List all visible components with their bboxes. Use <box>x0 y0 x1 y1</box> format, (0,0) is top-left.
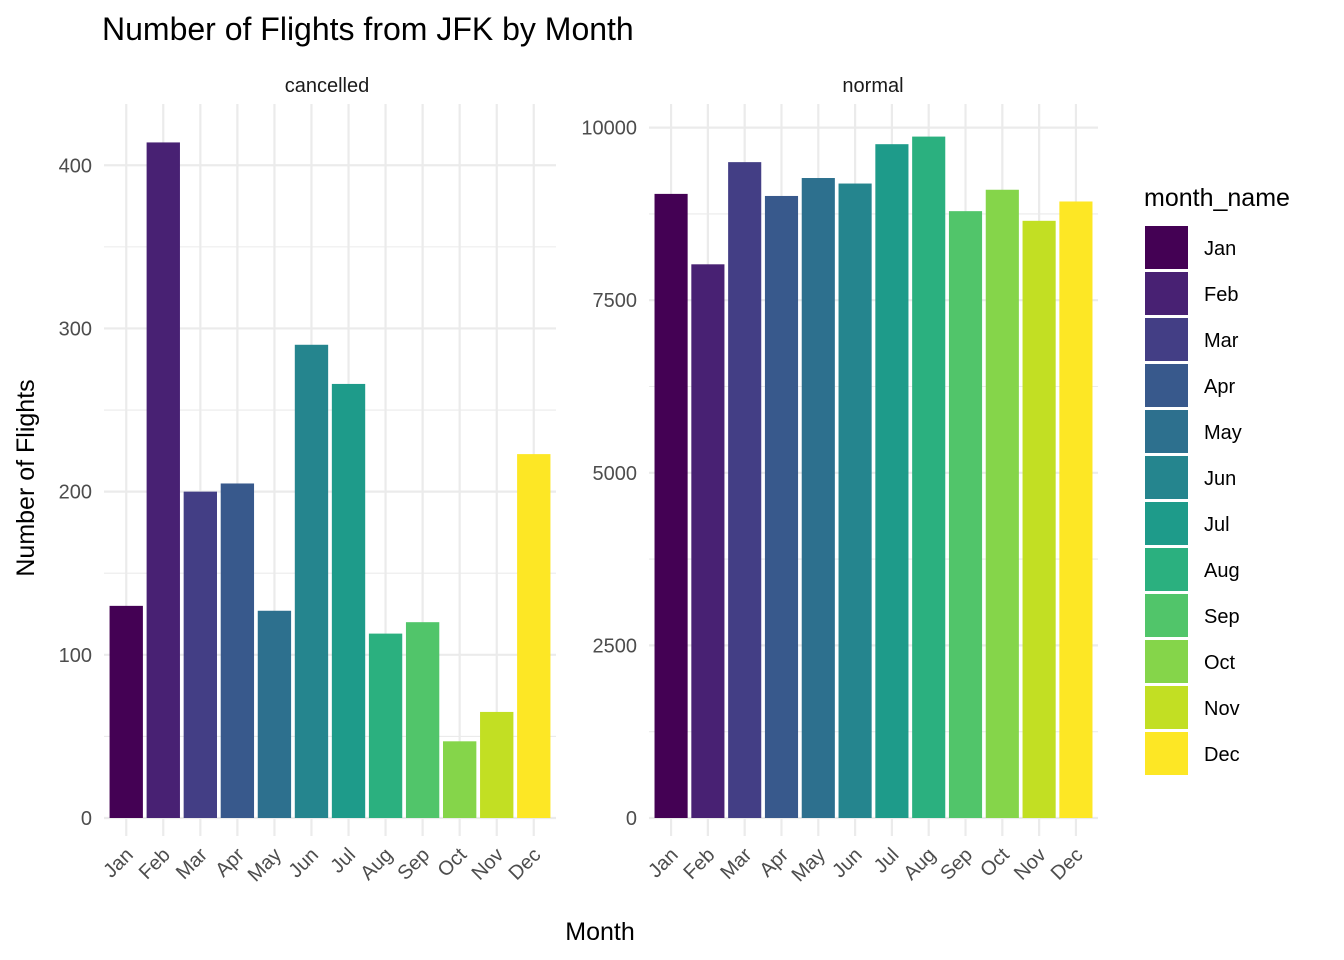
legend-key-oct <box>1145 640 1188 683</box>
bar-cancelled-jul <box>331 383 366 818</box>
y-axis-title: Number of Flights <box>12 379 40 576</box>
legend-key-jul <box>1145 502 1188 545</box>
legend-label-apr: Apr <box>1204 376 1235 398</box>
y-tick-label: 2500 <box>593 635 638 657</box>
x-tick-label: Feb <box>135 844 175 884</box>
legend-key-dec <box>1145 732 1188 775</box>
legend-label-aug: Aug <box>1204 560 1240 582</box>
facet-strip-cancelled: cancelled <box>285 75 370 97</box>
bar-normal-apr <box>764 195 799 819</box>
x-tick-label: Aug <box>900 844 941 885</box>
legend-label-oct: Oct <box>1204 652 1236 674</box>
bar-cancelled-jun <box>294 344 329 818</box>
bar-cancelled-dec <box>517 454 551 818</box>
x-tick-label: Apr <box>211 844 249 882</box>
legend-label-nov: Nov <box>1204 698 1240 720</box>
bar-cancelled-oct <box>443 741 477 818</box>
bar-normal-jun <box>838 183 872 818</box>
legend-label-feb: Feb <box>1204 284 1238 306</box>
bar-normal-jul <box>875 144 909 818</box>
x-tick-label: Feb <box>679 844 719 884</box>
bar-normal-sep <box>948 211 983 818</box>
bar-normal-dec <box>1059 201 1093 818</box>
x-tick-label: Aug <box>356 844 397 885</box>
y-tick-label: 7500 <box>593 290 638 312</box>
legend-label-sep: Sep <box>1204 606 1240 628</box>
bar-normal-jan <box>654 193 688 818</box>
x-tick-label: Jun <box>285 844 323 882</box>
legend: month_name Jan Feb Mar Apr May Jun Jul Aug Sep Oc… <box>1144 184 1290 775</box>
x-tick-label: Oct <box>434 844 472 882</box>
y-tick-label: 300 <box>59 318 92 340</box>
legend-label-mar: Mar <box>1204 330 1239 352</box>
legend-key-may <box>1145 410 1188 453</box>
x-tick-label: Apr <box>755 844 793 882</box>
legend-key-jan <box>1145 226 1188 269</box>
bar-cancelled-nov <box>480 711 514 818</box>
legend-key-aug <box>1145 548 1188 591</box>
bar-normal-mar <box>728 162 762 818</box>
legend-label-dec: Dec <box>1204 744 1240 766</box>
bar-cancelled-sep <box>405 622 440 818</box>
y-tick-label: 5000 <box>593 463 638 485</box>
y-tick-label: 100 <box>59 645 92 667</box>
y-tick-label: 0 <box>81 808 92 830</box>
x-tick-label: Oct <box>976 844 1014 882</box>
legend-label-jun: Jun <box>1204 468 1236 490</box>
bar-normal-feb <box>691 264 725 818</box>
bar-cancelled-mar <box>183 491 217 818</box>
legend-label-jan: Jan <box>1204 238 1236 260</box>
legend-label-jul: Jul <box>1204 514 1230 536</box>
x-tick-label: Nov <box>1010 844 1051 885</box>
legend-key-sep <box>1145 594 1188 637</box>
x-tick-label: Dec <box>505 844 546 885</box>
chart-title: Number of Flights from JFK by Month <box>102 11 634 47</box>
legend-label-may: May <box>1204 422 1242 444</box>
y-tick-label: 0 <box>626 808 637 830</box>
y-tick-label: 10000 <box>581 118 637 140</box>
legend-key-jun <box>1145 456 1188 499</box>
bar-cancelled-may <box>257 610 292 818</box>
x-tick-label: Jan <box>644 844 682 882</box>
y-tick-label: 400 <box>59 155 92 177</box>
x-tick-label: Mar <box>172 844 212 884</box>
x-tick-label: Nov <box>468 844 509 885</box>
legend-key-mar <box>1145 318 1188 361</box>
bar-cancelled-jan <box>109 605 143 818</box>
y-tick-label: 200 <box>59 482 92 504</box>
bar-normal-aug <box>912 136 946 818</box>
bar-normal-oct <box>985 189 1019 818</box>
x-axis-title: Month <box>565 918 634 946</box>
x-tick-label: Dec <box>1047 844 1088 885</box>
x-tick-label: Sep <box>393 844 434 885</box>
bar-cancelled-aug <box>368 633 403 818</box>
x-tick-label: Mar <box>716 844 756 884</box>
legend-title: month_name <box>1144 184 1290 212</box>
x-tick-label: Jul <box>870 844 904 878</box>
bar-normal-may <box>801 178 835 819</box>
legend-key-nov <box>1145 686 1188 729</box>
x-tick-label: Sep <box>936 844 977 885</box>
x-tick-label: May <box>788 844 830 886</box>
x-tick-label: Jan <box>99 844 137 882</box>
bar-cancelled-feb <box>146 142 180 819</box>
legend-key-apr <box>1145 364 1188 407</box>
x-tick-label: Jun <box>828 844 866 882</box>
facet-strip-normal: normal <box>842 75 903 97</box>
bar-normal-nov <box>1022 220 1056 818</box>
x-tick-label: May <box>244 844 286 886</box>
bar-cancelled-apr <box>220 483 255 818</box>
x-tick-label: Jul <box>326 844 360 878</box>
legend-key-feb <box>1145 272 1188 315</box>
